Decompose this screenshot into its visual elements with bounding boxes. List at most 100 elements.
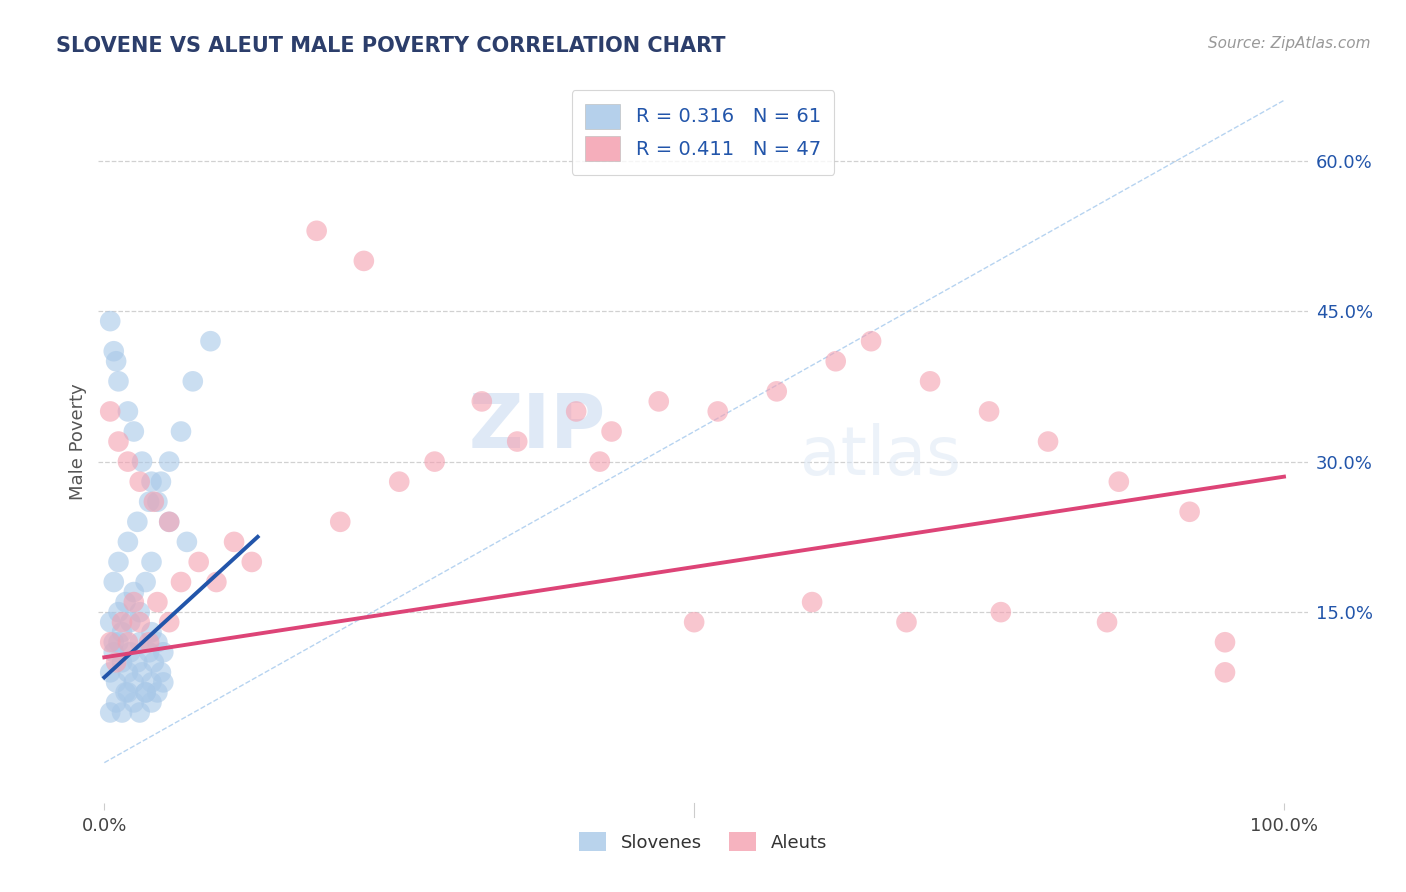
Point [1213,635,1236,649]
Point [131,665,153,680]
Point [105,655,128,669]
Point [135,685,157,699]
Point [127,515,149,529]
Point [222,535,245,549]
Point [120,645,142,659]
Point [138,635,160,649]
Point [107,555,129,569]
Point [111,625,134,640]
Y-axis label: Male Poverty: Male Poverty [69,384,87,500]
Point [107,605,129,619]
Point [1036,434,1059,449]
Point [824,354,846,368]
Point [98,635,121,649]
Point [706,404,728,418]
Point [1213,665,1236,680]
Legend: Slovenes, Aleuts: Slovenes, Aleuts [572,825,834,859]
Point [98,706,121,720]
Point [648,394,671,409]
Point [111,655,134,669]
Point [117,665,139,680]
Point [122,595,145,609]
Point [122,585,145,599]
Point [128,475,150,489]
Point [157,515,180,529]
Point [111,615,134,630]
Point [240,555,263,569]
Point [205,575,228,590]
Text: ZIP: ZIP [470,391,606,464]
Point [141,696,163,710]
Point [423,455,446,469]
Point [98,314,121,328]
Point [683,615,706,630]
Point [122,425,145,439]
Point [506,434,529,449]
Point [117,455,139,469]
Point [122,675,145,690]
Point [1095,615,1118,630]
Text: SLOVENE VS ALEUT MALE POVERTY CORRELATION CHART: SLOVENE VS ALEUT MALE POVERTY CORRELATIO… [56,36,725,55]
Point [103,344,125,359]
Point [146,494,169,508]
Point [141,475,163,489]
Point [187,555,209,569]
Point [117,535,139,549]
Point [146,635,169,649]
Point [142,494,165,508]
Text: Source: ZipAtlas.com: Source: ZipAtlas.com [1208,36,1371,51]
Point [157,615,180,630]
Point [141,555,163,569]
Point [152,645,174,659]
Point [128,605,150,619]
Text: atlas: atlas [800,423,960,489]
Point [138,645,160,659]
Point [107,434,129,449]
Point [977,404,1000,418]
Point [565,404,588,418]
Point [138,494,160,508]
Point [149,475,172,489]
Point [305,224,328,238]
Point [117,635,139,649]
Point [1178,505,1201,519]
Point [127,655,149,669]
Point [329,515,352,529]
Point [114,685,136,699]
Point [98,615,121,630]
Point [801,595,824,609]
Point [105,675,128,690]
Point [103,645,125,659]
Point [107,635,129,649]
Point [896,615,918,630]
Point [157,515,180,529]
Point [920,375,942,389]
Point [142,655,165,669]
Point [114,595,136,609]
Point [152,675,174,690]
Point [157,455,180,469]
Point [141,675,163,690]
Point [176,535,198,549]
Point [149,665,172,680]
Point [765,384,787,399]
Point [98,665,121,680]
Point [170,575,193,590]
Point [103,575,125,590]
Point [146,595,169,609]
Point [120,615,142,630]
Point [111,706,134,720]
Point [117,685,139,699]
Point [990,605,1012,619]
Point [860,334,883,349]
Point [128,706,150,720]
Point [200,334,222,349]
Point [181,375,204,389]
Point [107,375,129,389]
Point [105,696,128,710]
Point [141,625,163,640]
Point [128,615,150,630]
Point [131,455,153,469]
Point [1108,475,1130,489]
Point [388,475,411,489]
